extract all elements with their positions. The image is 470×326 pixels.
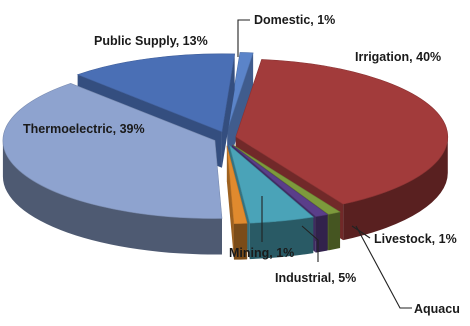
slice-top bbox=[226, 145, 248, 224]
slice-top bbox=[2, 83, 223, 219]
slice-wall bbox=[226, 145, 234, 260]
label-mining: Mining, 1% bbox=[229, 246, 294, 260]
slice-top bbox=[231, 144, 329, 217]
slice-top bbox=[228, 144, 315, 224]
label-irrigation: Irrigation, 40% bbox=[355, 50, 441, 64]
slice-rim bbox=[2, 140, 222, 255]
slice-rim bbox=[328, 212, 341, 251]
leader-aquaculture bbox=[355, 225, 412, 309]
label-industrial: Industrial, 5% bbox=[275, 271, 356, 285]
slice-top bbox=[235, 59, 449, 205]
slice-thermoelectric bbox=[2, 83, 223, 255]
label-livestock: Livestock, 1% bbox=[374, 232, 457, 246]
slice-mining bbox=[226, 145, 248, 260]
leader-industrial bbox=[301, 225, 319, 262]
label-public-supply: Public Supply, 13% bbox=[94, 34, 208, 48]
leader-livestock bbox=[351, 225, 371, 239]
label-thermoelectric: Thermoelectric, 39% bbox=[23, 122, 145, 136]
slice-rim bbox=[249, 217, 314, 260]
slice-wall bbox=[227, 52, 254, 167]
slice-top bbox=[76, 53, 236, 133]
slice-wall bbox=[221, 53, 235, 168]
pie-slices bbox=[2, 52, 449, 260]
label-aquaculture: Aquacu bbox=[414, 302, 460, 316]
label-domestic: Domestic, 1% bbox=[254, 13, 335, 27]
slice-rim bbox=[315, 214, 328, 253]
slice-top bbox=[232, 144, 341, 215]
leader-domestic bbox=[237, 19, 250, 57]
slice-rim bbox=[233, 223, 248, 260]
slice-labels: Domestic, 1% Public Supply, 13% Irrigati… bbox=[23, 13, 460, 316]
slice-top bbox=[226, 52, 254, 131]
slice-domestic bbox=[226, 52, 254, 167]
leader-lines bbox=[237, 19, 412, 309]
